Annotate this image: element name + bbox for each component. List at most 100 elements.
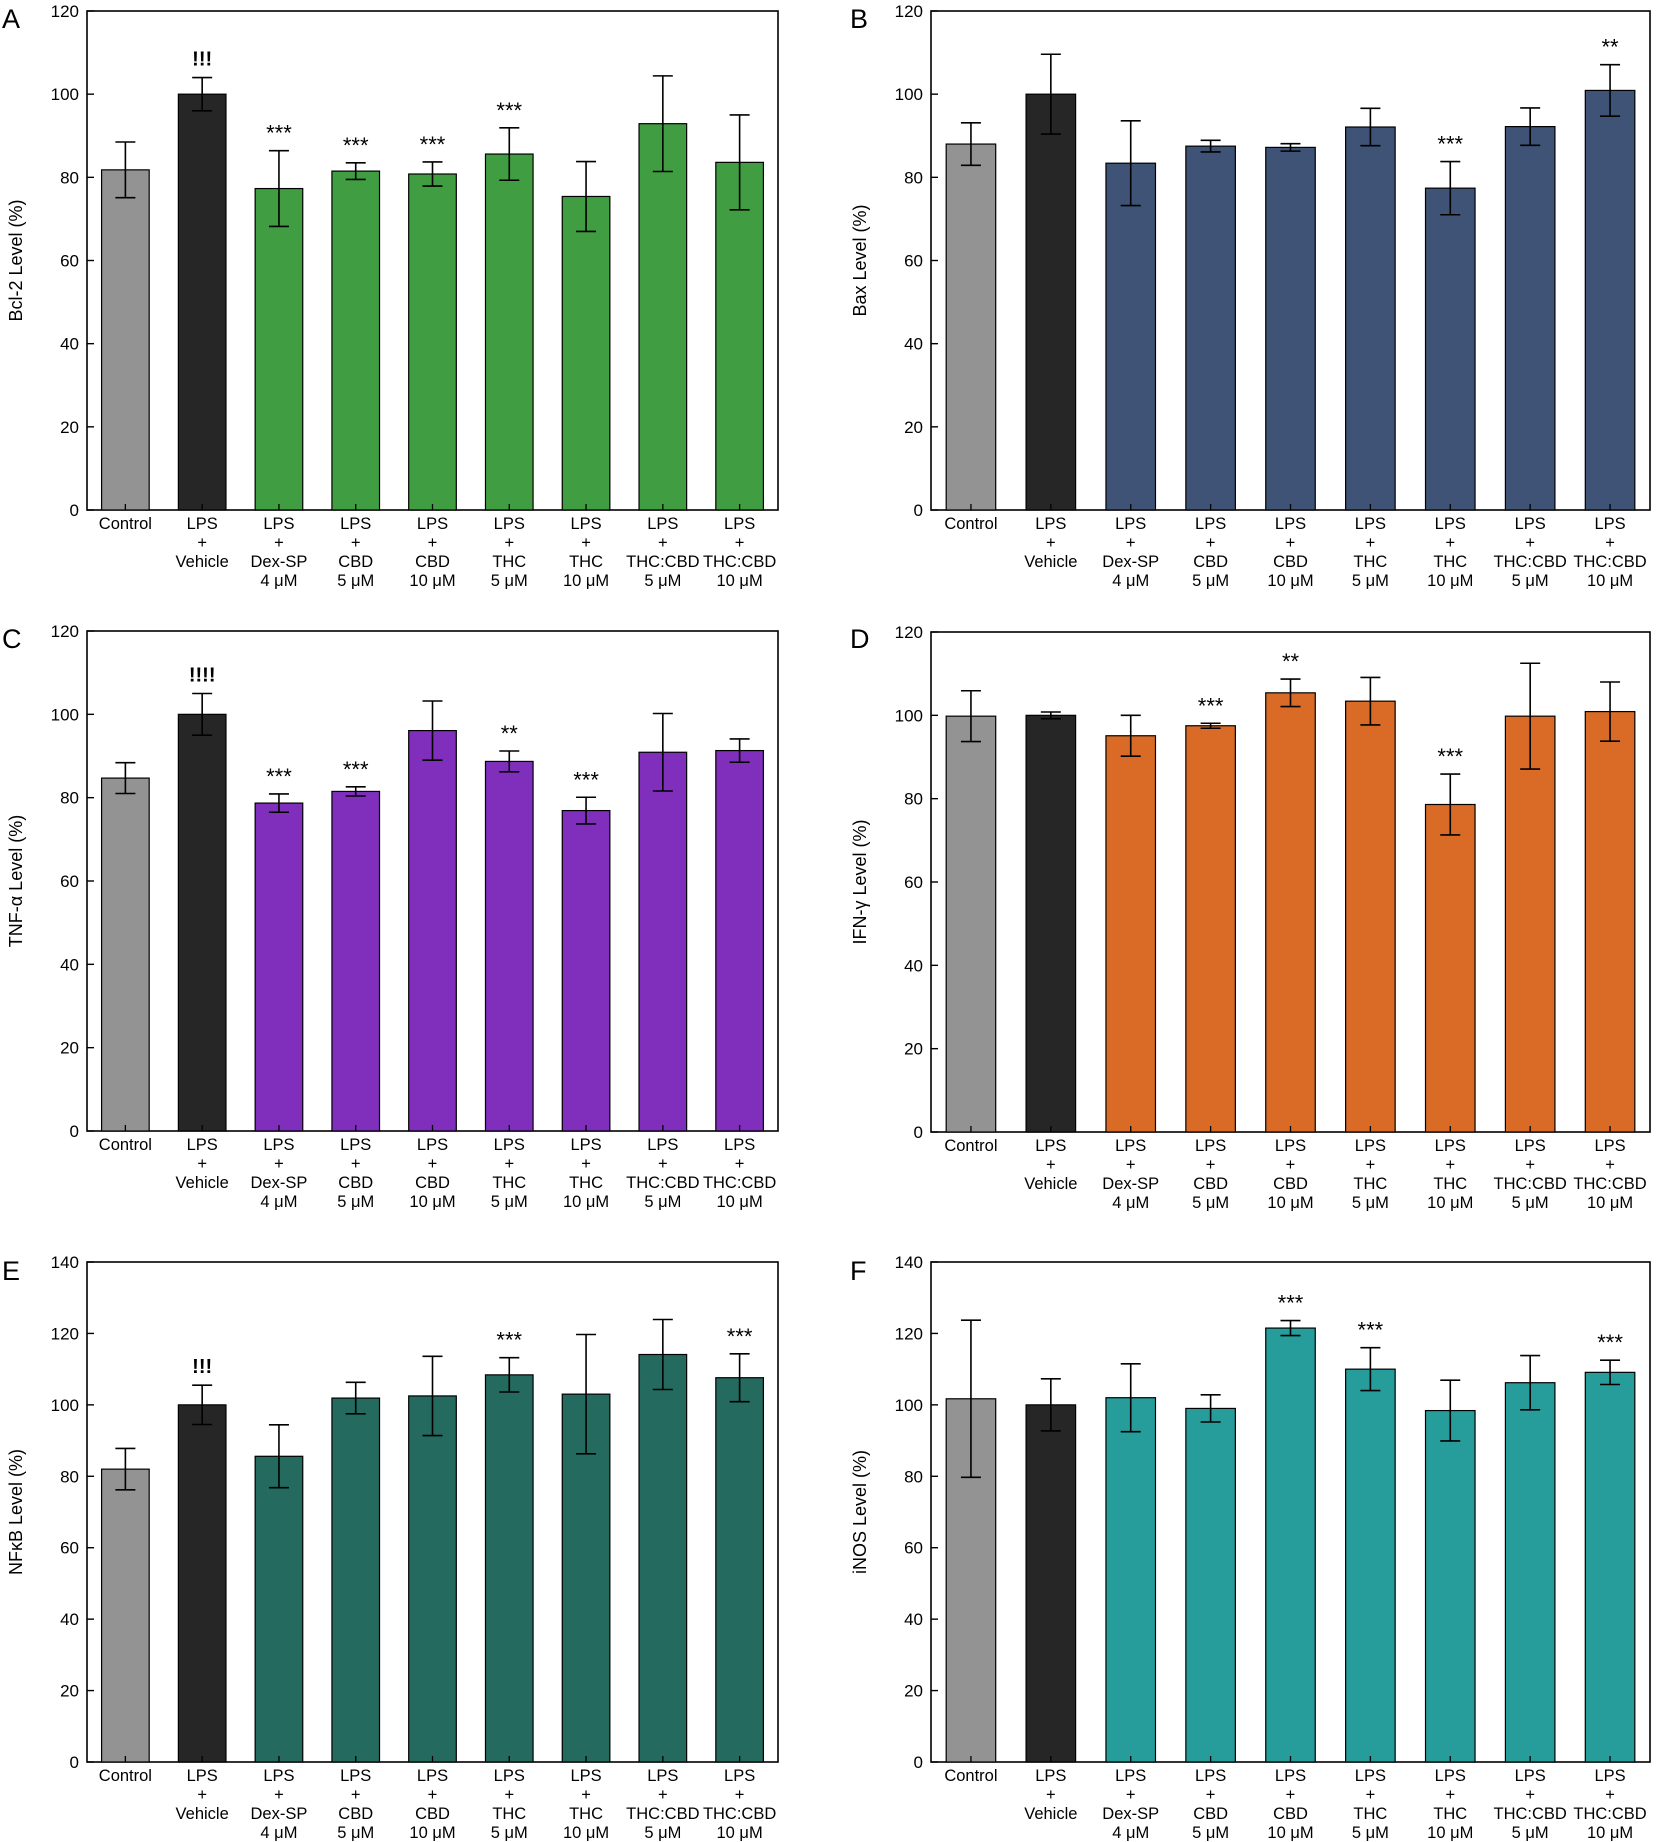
bar	[1504, 126, 1556, 511]
category-label: CBD	[1273, 1175, 1308, 1193]
category-label: +	[1206, 1156, 1216, 1174]
category-label: +	[735, 1786, 745, 1804]
significance-stars: ***	[343, 133, 369, 158]
category-label: +	[428, 1786, 438, 1804]
bar	[100, 1468, 150, 1763]
y-tick-label: 20	[904, 1682, 923, 1701]
category-label: LPS	[417, 1136, 448, 1154]
category-label: 4 μM	[260, 1824, 297, 1842]
category-label: LPS	[570, 515, 601, 533]
category-label: +	[1206, 534, 1216, 552]
panel-label: F	[850, 1256, 867, 1286]
bar	[331, 170, 381, 511]
category-label: +	[581, 1155, 591, 1173]
category-label: +	[1046, 1156, 1056, 1174]
category-label: Vehicle	[176, 1805, 229, 1823]
category-label: +	[1525, 1156, 1535, 1174]
bar	[1105, 1397, 1157, 1763]
category-label: 5 μM	[644, 1824, 681, 1842]
category-label: LPS	[1435, 1137, 1466, 1155]
y-tick-label: 80	[60, 168, 79, 187]
category-label: Control	[944, 1137, 997, 1155]
bar	[638, 123, 688, 511]
category-label: 5 μM	[1512, 572, 1549, 590]
category-label: 10 μM	[1587, 1824, 1633, 1842]
category-label: Control	[944, 1767, 997, 1785]
category-label: LPS	[1355, 515, 1386, 533]
category-label: +	[1286, 534, 1296, 552]
category-label: +	[1046, 1786, 1056, 1804]
category-label: 5 μM	[491, 1824, 528, 1842]
category-label: LPS	[1275, 1137, 1306, 1155]
y-tick-label: 120	[895, 1324, 923, 1343]
bar	[177, 1404, 227, 1763]
bar	[715, 161, 765, 511]
category-label: LPS	[417, 515, 448, 533]
category-label: 10 μM	[717, 572, 763, 590]
category-label: 10 μM	[1267, 1824, 1313, 1842]
category-label: THC	[492, 553, 526, 571]
category-label: +	[1445, 534, 1455, 552]
panel-label: C	[2, 624, 22, 654]
category-label: +	[1046, 534, 1056, 552]
category-label: 5 μM	[491, 1193, 528, 1211]
category-label: 10 μM	[1427, 1194, 1473, 1212]
category-label: LPS	[494, 1767, 525, 1785]
category-label: LPS	[1435, 515, 1466, 533]
panel-f: F 0 20 40 60 80 100 120 140 iNOS Level (%) Control…	[850, 1253, 1651, 1842]
category-label: 10 μM	[563, 572, 609, 590]
panel-label: A	[2, 4, 20, 34]
bar	[331, 790, 381, 1132]
category-label: LPS	[724, 1136, 755, 1154]
category-label: 10 μM	[717, 1824, 763, 1842]
y-tick-label: 0	[914, 1123, 923, 1142]
y-tick-label: 40	[904, 956, 923, 975]
y-tick-label: 0	[914, 501, 923, 520]
category-label: LPS	[187, 1136, 218, 1154]
significance-stars: ***	[1597, 1330, 1623, 1355]
bar	[331, 1397, 381, 1763]
panel-e: E 0 20 40 60 80 100 120 140 NFκB Level (%) Control…	[2, 1253, 779, 1842]
category-label: +	[658, 1786, 668, 1804]
category-label: 10 μM	[717, 1193, 763, 1211]
bar	[1504, 1382, 1556, 1763]
category-label: CBD	[1193, 1175, 1228, 1193]
bar	[1185, 1407, 1236, 1763]
panel-c: C 0 20 40 60 80 100 120 TNF-α Level (%) Control!!…	[2, 622, 779, 1211]
significance-stars: ***	[266, 121, 292, 146]
significance-marker: !!!	[192, 1356, 212, 1378]
bar	[638, 1353, 688, 1763]
category-label: 4 μM	[1112, 1194, 1149, 1212]
category-label: 5 μM	[337, 572, 374, 590]
category-label: 5 μM	[1352, 572, 1389, 590]
y-tick-label: 120	[895, 2, 923, 21]
category-label: THC	[492, 1174, 526, 1192]
bar	[408, 729, 457, 1132]
category-label: LPS	[724, 515, 755, 533]
category-label: +	[658, 534, 668, 552]
significance-stars: ***	[1437, 132, 1463, 157]
bar	[715, 1377, 765, 1763]
y-tick-label: 0	[70, 1753, 79, 1772]
bar	[1105, 162, 1157, 511]
category-label: LPS	[187, 515, 218, 533]
category-label: LPS	[340, 1767, 371, 1785]
category-label: 4 μM	[260, 1193, 297, 1211]
category-label: LPS	[340, 1136, 371, 1154]
category-label: +	[1445, 1786, 1455, 1804]
category-label: +	[735, 534, 745, 552]
category-label: 5 μM	[337, 1193, 374, 1211]
category-label: THC:CBD	[626, 1805, 699, 1823]
category-label: CBD	[415, 1174, 450, 1192]
category-label: LPS	[1594, 515, 1625, 533]
category-label: 10 μM	[409, 1193, 455, 1211]
category-label: LPS	[1195, 515, 1226, 533]
category-label: LPS	[1275, 1767, 1306, 1785]
bar	[1424, 1409, 1476, 1763]
y-axis-label: NFκB Level (%)	[6, 1449, 26, 1575]
y-axis-label: Bcl-2 Level (%)	[6, 199, 26, 321]
category-label: 5 μM	[644, 572, 681, 590]
category-label: THC:CBD	[703, 1805, 776, 1823]
y-tick-label: 40	[60, 335, 79, 354]
